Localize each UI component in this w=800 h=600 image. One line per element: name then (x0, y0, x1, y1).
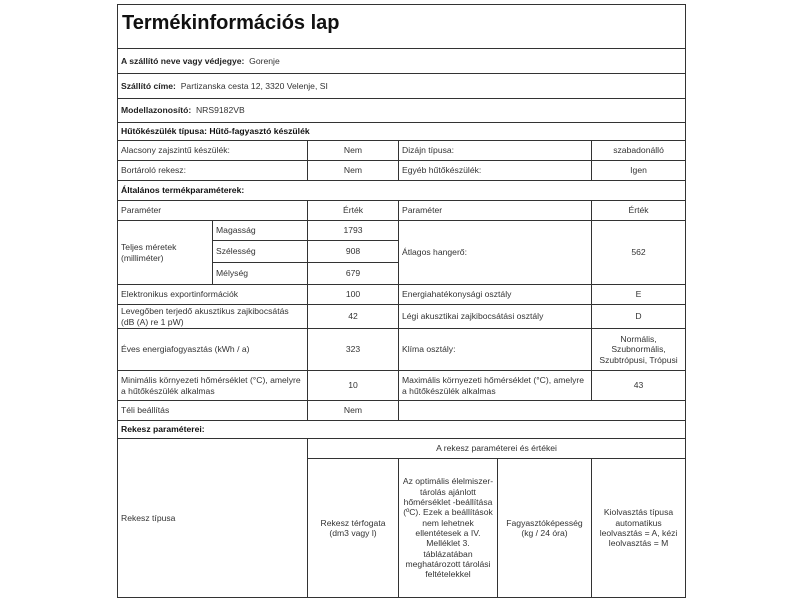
param-value: 43 (590, 370, 687, 401)
params-header-row: Paraméter Érték Paraméter Érték (117, 200, 687, 221)
param-value: Normális, Szubnormális, Szubtrópusi, Tró… (590, 328, 687, 371)
address-row: Szállító címe: Partizanska cesta 12, 332… (116, 73, 687, 99)
depth-value: 679 (307, 262, 399, 285)
freezing-capacity-header: Fagyasztóképesség (kg / 24 óra) (497, 458, 592, 598)
temperature-header: Az optimális élelmiszer-tárolás ajánlott… (398, 458, 498, 598)
avg-volume-label: Átlagos hangerő: (398, 220, 592, 285)
table-row: Elektronikus exportinformációk 100 Energ… (117, 284, 687, 305)
param-header: Paraméter (398, 200, 592, 221)
height-value: 1793 (307, 220, 399, 241)
table-row: Alacsony zajszintű készülék: Nem Dizájn … (117, 140, 687, 161)
product-info-sheet: Termékinformációs lap A szállító neve va… (116, 4, 687, 598)
model-row: Modellazonosító: NRS9182VB (116, 98, 687, 123)
param-label: Éves energiafogyasztás (kWh / a) (117, 328, 308, 371)
width-value: 908 (307, 240, 399, 263)
compartment-group-header: A rekesz paraméterei és értékei (306, 438, 687, 459)
param-value: Nem (307, 400, 399, 421)
design-type-value: szabadonálló (590, 140, 687, 161)
param-value: 10 (307, 370, 399, 401)
table-row: Éves energiafogyasztás (kWh / a) 323 Klí… (117, 328, 687, 371)
table-row: Bortároló rekesz: Nem Egyéb hűtőkészülék… (117, 160, 687, 181)
param-value: 323 (307, 328, 399, 371)
value-header: Érték (307, 200, 399, 221)
low-noise-label: Alacsony zajszintű készülék: (117, 140, 308, 161)
param-value: D (590, 304, 687, 329)
model-label: Modellazonosító: (121, 105, 192, 116)
height-label: Magasság (212, 220, 308, 241)
table-row: Téli beállítás Nem (117, 400, 687, 421)
param-header: Paraméter (117, 200, 308, 221)
other-appliance-value: Igen (590, 160, 687, 181)
value-header: Érték (590, 200, 687, 221)
address-value: Partizanska cesta 12, 3320 Velenje, SI (180, 80, 328, 91)
width-label: Szélesség (212, 240, 308, 263)
page-title: Termékinformációs lap (116, 4, 687, 49)
general-heading: Általános termékparaméterek: (116, 180, 687, 201)
compartment-type-label: Rekesz típusa (117, 438, 308, 598)
other-appliance-label: Egyéb hűtőkészülék: (398, 160, 592, 181)
empty-cell (397, 400, 687, 421)
volume-header: Rekesz térfogata (dm3 vagy l) (307, 458, 399, 598)
param-label: Levegőben terjedő akusztikus zajkibocsát… (117, 304, 308, 329)
avg-volume-value: 562 (590, 220, 687, 285)
table-row: Levegőben terjedő akusztikus zajkibocsát… (117, 304, 687, 329)
low-noise-value: Nem (307, 140, 399, 161)
compartment-heading: Rekesz paraméterei: (116, 420, 687, 439)
param-label: Energiahatékonysági osztály (398, 284, 592, 305)
appliance-type: Hűtőkészülék típusa: Hűtő-fagyasztó kész… (116, 122, 687, 141)
param-label: Téli beállítás (117, 400, 308, 421)
wine-storage-label: Bortároló rekesz: (117, 160, 308, 181)
param-value: 100 (307, 284, 399, 305)
supplier-row: A szállító neve vagy védjegye: Gorenje (116, 48, 687, 74)
wine-storage-value: Nem (307, 160, 399, 181)
dimensions-label: Teljes méretek (milliméter) (117, 220, 213, 285)
defrost-type-header: Kiolvasztás típusa automatikus leolvaszt… (590, 458, 687, 598)
model-value: NRS9182VB (195, 105, 245, 116)
supplier-value: Gorenje (249, 55, 280, 66)
param-label: Klíma osztály: (398, 328, 592, 371)
param-value: 42 (307, 304, 399, 329)
param-label: Légi akusztikai zajkibocsátási osztály (398, 304, 592, 329)
design-type-label: Dizájn típusa: (398, 140, 592, 161)
address-label: Szállító címe: (121, 80, 176, 91)
param-label: Maximális környezeti hőmérséklet (°C), a… (398, 370, 592, 401)
depth-label: Mélység (212, 262, 308, 285)
param-label: Elektronikus exportinformációk (117, 284, 308, 305)
param-value: E (590, 284, 687, 305)
param-label: Minimális környezeti hőmérséklet (°C), a… (117, 370, 308, 401)
table-row: Minimális környezeti hőmérséklet (°C), a… (117, 370, 687, 401)
supplier-label: A szállító neve vagy védjegye: (121, 55, 245, 66)
